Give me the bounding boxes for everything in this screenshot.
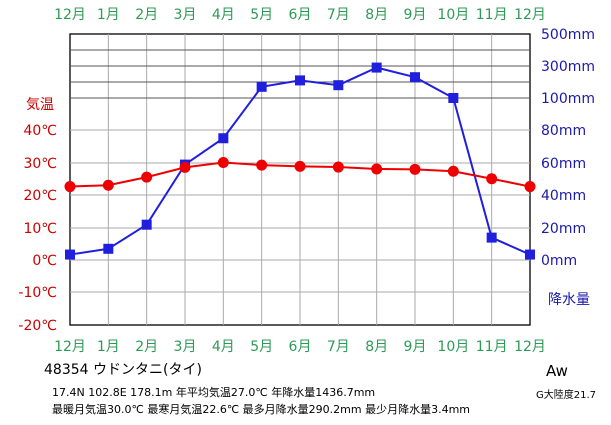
temperature-tick-label: 0℃ (32, 253, 57, 269)
month-label-top: 12月 (54, 7, 86, 23)
precipitation-point (333, 80, 344, 91)
month-label-bottom: 1月 (97, 339, 120, 355)
month-label-top: 4月 (212, 7, 235, 23)
precipitation-tick-label: 0mm (541, 253, 577, 269)
month-label-top: 6月 (289, 7, 312, 23)
temperature-point (102, 179, 114, 191)
precipitation-tick-label: 300mm (541, 59, 595, 75)
temperature-point (179, 161, 191, 173)
month-label-top: 3月 (174, 7, 197, 23)
month-label-top: 12月 (514, 7, 546, 23)
month-label-top: 7月 (327, 7, 350, 23)
precipitation-tick-label: 500mm (541, 27, 595, 43)
temperature-tick-label: 20℃ (23, 188, 57, 204)
temperature-point (486, 173, 498, 185)
temperature-point (217, 157, 229, 168)
precipitation-point (448, 93, 459, 103)
month-labels-top: 12月 1月 2月 3月 4月 5月 6月 7月 8月 9月 10月 11月 12月 (54, 7, 546, 23)
temperature-point (409, 163, 421, 175)
precipitation-point (295, 75, 305, 86)
precipitation-point (410, 72, 420, 83)
month-label-bottom: 7月 (327, 339, 350, 355)
temperature-point (294, 160, 306, 172)
month-labels-bottom: 12月 1月 2月 3月 4月 5月 6月 7月 8月 9月 10月 11月 12月 (54, 339, 546, 355)
precipitation-tick-label: 100mm (541, 91, 595, 107)
precipitation-point (103, 243, 114, 254)
month-label-bottom: 3月 (174, 339, 197, 355)
month-label-bottom: 5月 (250, 339, 273, 355)
station-stats-1: 17.4N 102.8E 178.1m 年平均気温27.0℃ 年降水量1436.… (52, 386, 376, 399)
temperature-point (524, 181, 536, 193)
month-label-top: 5月 (250, 7, 273, 23)
temperature-point (256, 159, 268, 171)
precipitation-axis-label: 降水量 (548, 292, 590, 308)
precipitation-tick-label: 20mm (541, 221, 586, 237)
month-label-top: 8月 (365, 7, 388, 23)
station-stats-2: 最暖月気温30.0℃ 最寒月気温22.6℃ 最多月降水量290.2mm 最少月降… (52, 403, 471, 416)
precipitation-tick-label: 60mm (541, 156, 586, 172)
month-label-bottom: 12月 (54, 339, 86, 355)
temperature-tick-label: 40℃ (23, 123, 57, 139)
temperature-tick-label: -20℃ (18, 318, 57, 334)
temperature-tick-label: 30℃ (23, 156, 57, 172)
precipitation-point (256, 81, 267, 92)
continentality: G大陸度21.7 (536, 390, 597, 401)
temperature-point (64, 181, 76, 193)
month-label-top: 11月 (476, 7, 508, 23)
month-label-top: 10月 (437, 7, 469, 23)
month-label-bottom: 6月 (289, 339, 312, 355)
month-label-bottom: 2月 (135, 339, 158, 355)
temperature-axis-label: 気温 (26, 97, 54, 113)
month-label-top: 9月 (404, 7, 427, 23)
month-label-bottom: 9月 (404, 339, 427, 355)
climate-class: Aw (546, 362, 568, 380)
precipitation-point (65, 249, 75, 260)
precipitation-axis: 500mm 300mm 100mm 80mm 60mm 40mm 20mm 0mm 降水量 (541, 27, 595, 308)
precipitation-point (486, 232, 497, 243)
temperature-point (447, 165, 459, 177)
precipitation-tick-label: 40mm (541, 188, 586, 204)
station-name: 48354 ウドンタニ(タイ) (44, 362, 202, 378)
precipitation-tick-label: 80mm (541, 123, 586, 139)
month-label-bottom: 10月 (437, 339, 469, 355)
precipitation-point (525, 249, 535, 260)
month-label-top: 1月 (97, 7, 120, 23)
temperature-tick-label: 10℃ (23, 221, 57, 237)
temperature-series (64, 157, 536, 193)
temperature-point (371, 163, 383, 175)
month-label-top: 2月 (135, 7, 158, 23)
precipitation-point (371, 62, 382, 73)
temperature-point (332, 161, 344, 173)
month-label-bottom: 4月 (212, 339, 235, 355)
month-label-bottom: 11月 (476, 339, 508, 355)
precipitation-point (141, 219, 152, 230)
precipitation-point (218, 133, 229, 144)
temperature-point (141, 171, 153, 183)
temperature-tick-label: -10℃ (18, 285, 57, 301)
month-label-bottom: 12月 (514, 339, 546, 355)
month-label-bottom: 8月 (365, 339, 388, 355)
temperature-axis: 気温 40℃ 30℃ 20℃ 10℃ 0℃ -10℃ -20℃ (18, 97, 57, 334)
